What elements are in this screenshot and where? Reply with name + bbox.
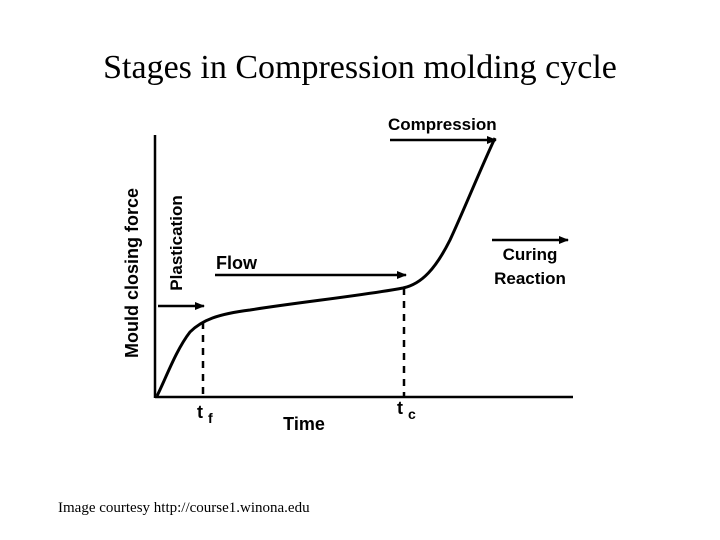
flow-label: Flow bbox=[216, 253, 258, 273]
compression-molding-diagram: Mould closing force Plastication Flow Co… bbox=[122, 115, 573, 434]
tf-label-sub: f bbox=[208, 410, 213, 426]
compression-label: Compression bbox=[388, 115, 497, 134]
y-axis-label: Mould closing force bbox=[122, 188, 142, 358]
x-axis-label: Time bbox=[283, 414, 325, 434]
tf-label-main: t bbox=[197, 402, 203, 422]
curing-label-line1: Curing bbox=[503, 245, 558, 264]
tc-label-sub: c bbox=[408, 406, 416, 422]
tf-label: t f bbox=[197, 402, 213, 426]
tc-label: t c bbox=[397, 398, 416, 422]
force-curve bbox=[155, 137, 497, 397]
plastication-label: Plastication bbox=[167, 195, 186, 290]
slide-title: Stages in Compression molding cycle bbox=[103, 49, 617, 86]
curing-label-line2: Reaction bbox=[494, 269, 566, 288]
image-credit: Image courtesy http://course1.winona.edu bbox=[58, 500, 310, 516]
tc-label-main: t bbox=[397, 398, 403, 418]
